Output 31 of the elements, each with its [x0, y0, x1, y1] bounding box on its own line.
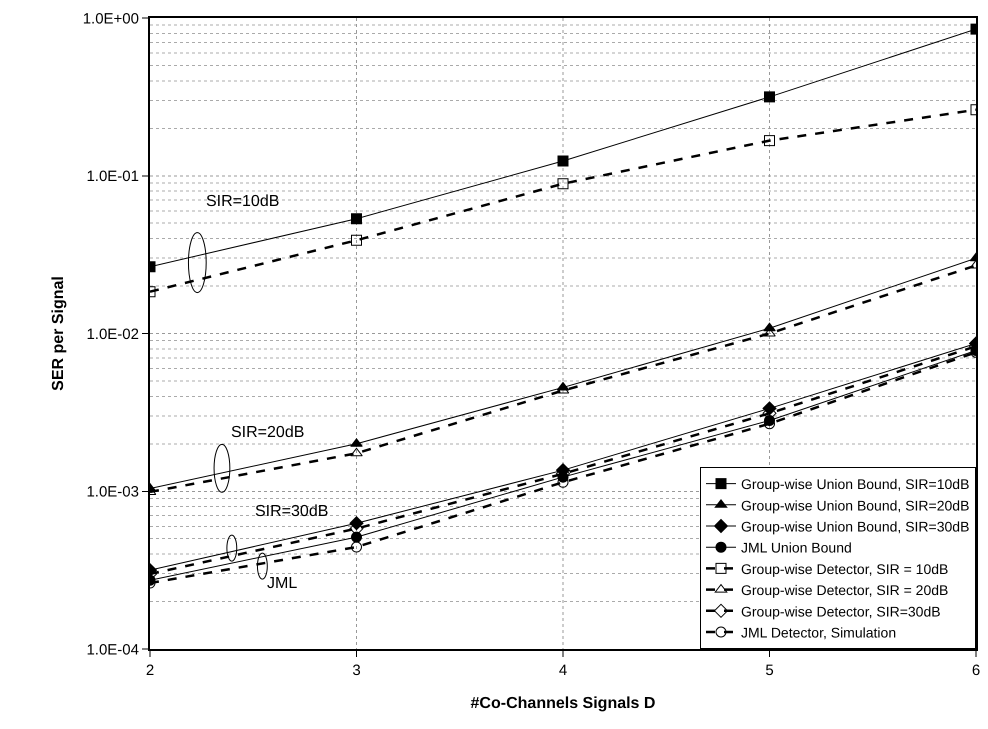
- annotation: JML: [267, 575, 298, 592]
- x-tick-label: 4: [558, 662, 568, 679]
- annotation: SIR=30dB: [255, 503, 328, 520]
- legend-label: Group-wise Union Bound, SIR=10dB: [741, 476, 970, 492]
- y-tick-label: 1.0E-03: [86, 484, 139, 500]
- point: [558, 156, 568, 167]
- y-tick-label: 1.0E-01: [86, 168, 139, 185]
- x-axis-title: #Co-Channels Signals D: [470, 695, 656, 712]
- x-tick-label: 3: [352, 662, 361, 679]
- point: [351, 234, 362, 246]
- legend-label: Group-wise Union Bound, SIR=20dB: [741, 497, 970, 514]
- point: [764, 91, 775, 102]
- y-tick-label: 1.0E-02: [86, 326, 139, 343]
- point: [558, 178, 568, 190]
- x-tick-label: 5: [765, 662, 774, 679]
- legend-label: Group-wise Detector, SIR = 10dB: [741, 560, 948, 577]
- x-tick-label: 6: [972, 662, 980, 679]
- annotation: SIR=10dB: [206, 193, 280, 210]
- point: [351, 542, 362, 553]
- y-tick-label: 1.0E-04: [86, 641, 139, 658]
- y-axis-title: SER per Signal: [50, 276, 68, 391]
- point: [764, 135, 775, 146]
- x-tick-label: 2: [146, 662, 154, 679]
- legend-label: Group-wise Detector, SIR = 20dB: [741, 582, 948, 598]
- legend-label: JML Union Bound: [741, 540, 852, 556]
- legend-label: JML Detector, Simulation: [741, 624, 896, 640]
- annotation: SIR=20dB: [231, 424, 304, 441]
- legend-label: Group-wise Detector, SIR=30dB: [741, 603, 941, 620]
- point: [351, 213, 362, 224]
- legend-label: Group-wise Union Bound, SIR=30dB: [741, 518, 970, 534]
- y-tick-label: 1.0E+00: [82, 10, 139, 28]
